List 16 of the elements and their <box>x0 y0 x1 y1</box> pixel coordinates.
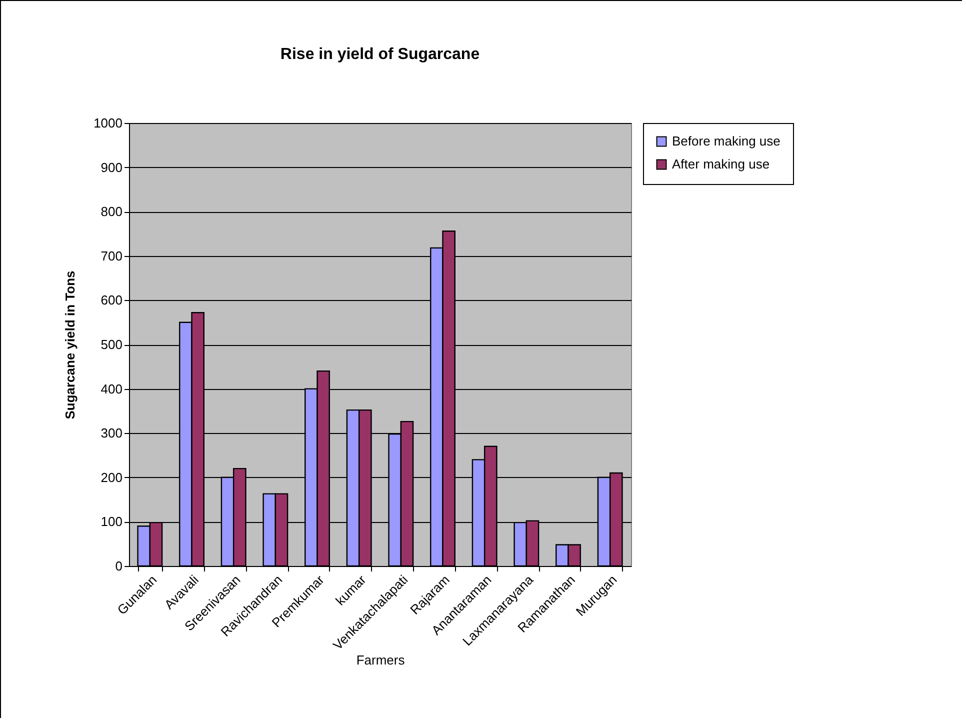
y-tick-label: 600 <box>100 292 122 308</box>
y-tick-label: 1000 <box>94 116 122 130</box>
y-tick-label: 200 <box>100 470 122 485</box>
y-tick-label: 0 <box>115 558 122 574</box>
legend-label: After making use <box>672 156 770 172</box>
y-tick-label: 800 <box>100 204 122 220</box>
y-tick-label: 400 <box>100 381 122 396</box>
y-axis-title: Sugarcane yield in Tons <box>62 270 78 420</box>
y-tick-label: 900 <box>100 160 122 175</box>
y-tick-label: 100 <box>100 514 122 530</box>
x-axis-title: Farmers <box>356 652 406 668</box>
y-tick-label: 700 <box>100 248 122 264</box>
y-tick-label: 500 <box>100 337 122 352</box>
chart-title: Rise in yield of Sugarcane <box>280 46 480 63</box>
y-tick-label: 300 <box>100 426 122 441</box>
legend-label: Before making use <box>672 134 780 148</box>
